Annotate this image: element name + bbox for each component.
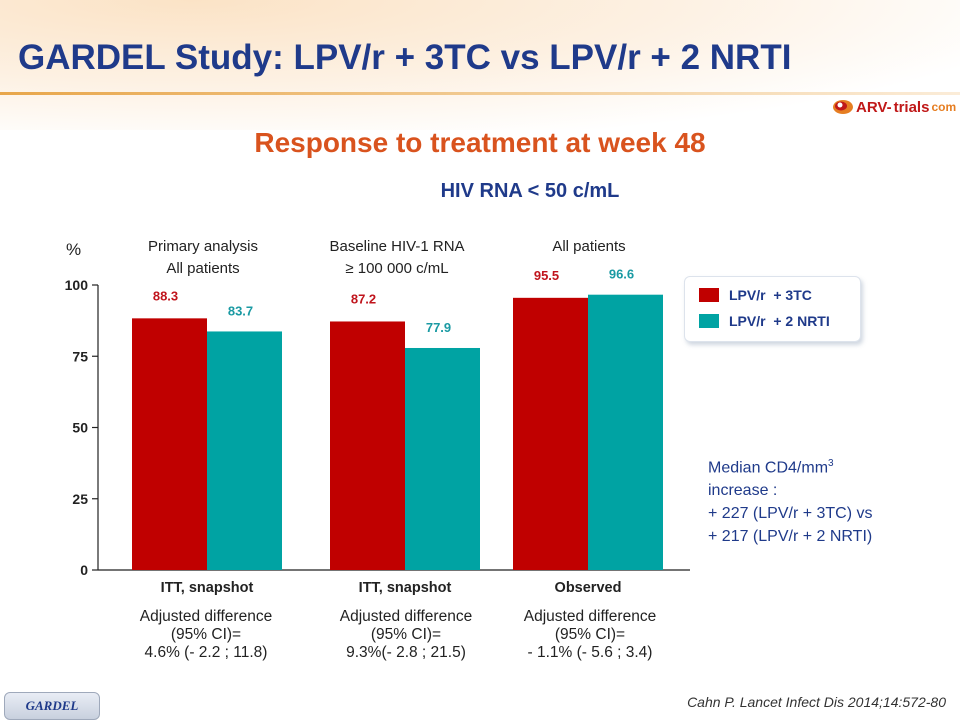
endpoint-label: HIV RNA < 50 c/mL bbox=[440, 180, 620, 202]
legend-label-3tc: LPV/r + 3TC bbox=[729, 287, 812, 303]
group-3-condition: All patients bbox=[494, 236, 684, 258]
y-tick-label: 50 bbox=[72, 420, 88, 436]
y-tick-label: 0 bbox=[80, 562, 88, 578]
x-category-label: ITT, snapshot bbox=[359, 580, 452, 596]
x-category-label: Observed bbox=[555, 580, 622, 596]
logo-swirl-icon bbox=[832, 98, 854, 116]
legend-label-2nrti: LPV/r + 2 NRTI bbox=[729, 313, 830, 329]
group-2-condition: Baseline HIV-1 RNA ≥ 100 000 c/mL bbox=[302, 236, 492, 280]
group-1-condition-line1: Primary analysis bbox=[147, 238, 259, 255]
data-label: 87.2 bbox=[351, 291, 376, 306]
group-3-adjusted-difference: Adjusted difference (95% CI)= - 1.1% (- … bbox=[490, 608, 690, 662]
y-tick-label: 75 bbox=[72, 348, 88, 364]
citation: Cahn P. Lancet Infect Dis 2014;14:572-80 bbox=[687, 694, 946, 710]
data-label: 96.6 bbox=[609, 267, 634, 282]
title-divider bbox=[0, 92, 960, 95]
header-background bbox=[0, 0, 960, 130]
slide-subtitle: Response to treatment at week 48 bbox=[254, 127, 706, 158]
group-2-adj-line1: Adjusted difference bbox=[339, 608, 473, 625]
y-tick-label: 100 bbox=[65, 277, 89, 293]
chart-legend: LPV/r + 3TC LPV/r + 2 NRTI bbox=[684, 276, 861, 342]
bar bbox=[513, 297, 588, 570]
gardel-badge: GARDEL bbox=[4, 692, 100, 720]
legend-swatch-2nrti bbox=[699, 314, 719, 328]
legend-swatch-3tc bbox=[699, 288, 719, 302]
cd4-line1-prefix: Median CD4/mm bbox=[708, 459, 829, 477]
bar bbox=[132, 318, 207, 570]
logo-text-arv: ARV- bbox=[856, 98, 892, 116]
group-1-adj-line3: 4.6% (- 2.2 ; 11.8) bbox=[144, 644, 268, 661]
legend-item-2nrti: LPV/r + 2 NRTI bbox=[699, 313, 830, 329]
group-2-adj-line2: (95% CI)= bbox=[370, 626, 442, 643]
y-axis-unit: % bbox=[66, 240, 82, 259]
logo-text-com: com bbox=[931, 100, 957, 114]
bar bbox=[405, 347, 480, 570]
group-3-adj-line1: Adjusted difference bbox=[523, 608, 657, 625]
group-2-adjusted-difference: Adjusted difference (95% CI)= 9.3%(- 2.8… bbox=[306, 608, 506, 662]
data-label: 95.5 bbox=[534, 268, 559, 283]
bar bbox=[207, 331, 282, 570]
arv-trials-logo: ARV-trials com bbox=[832, 96, 956, 118]
bar bbox=[330, 321, 405, 570]
group-2-adj-line3: 9.3%(- 2.8 ; 21.5) bbox=[346, 644, 466, 661]
data-label: 77.9 bbox=[426, 320, 451, 335]
cd4-note: Median CD4/mm3 increase : + 227 (LPV/r +… bbox=[708, 452, 948, 548]
group-1-condition-line2: All patients bbox=[166, 260, 240, 277]
legend-item-3tc: LPV/r + 3TC bbox=[699, 287, 812, 303]
group-3-adj-line2: (95% CI)= bbox=[554, 626, 626, 643]
group-3-condition-line1: All patients bbox=[552, 238, 626, 255]
group-1-adj-line1: Adjusted difference bbox=[139, 608, 273, 625]
cd4-line1: Median CD4/mm3 bbox=[708, 452, 948, 479]
cd4-line2: increase : bbox=[708, 482, 778, 500]
group-3-adj-line3: - 1.1% (- 5.6 ; 3.4) bbox=[527, 644, 653, 661]
cd4-line3: + 227 (LPV/r + 3TC) vs bbox=[708, 505, 873, 523]
logo-text-trials: trials bbox=[893, 98, 930, 116]
x-category-label: ITT, snapshot bbox=[161, 580, 254, 596]
cd4-line1-sup: 3 bbox=[828, 458, 834, 469]
group-2-condition-line1: Baseline HIV-1 RNA bbox=[329, 238, 465, 255]
data-label: 83.7 bbox=[228, 303, 253, 318]
data-label: 88.3 bbox=[153, 288, 178, 303]
group-1-condition: Primary analysis All patients bbox=[108, 236, 298, 280]
group-1-adj-line2: (95% CI)= bbox=[170, 626, 242, 643]
group-1-adjusted-difference: Adjusted difference (95% CI)= 4.6% (- 2.… bbox=[106, 608, 306, 662]
bar bbox=[588, 294, 663, 570]
group-2-condition-line2: ≥ 100 000 c/mL bbox=[345, 260, 449, 277]
y-tick-label: 25 bbox=[72, 491, 88, 507]
cd4-line4: + 217 (LPV/r + 2 NRTI) bbox=[708, 528, 873, 546]
page-title: GARDEL Study: LPV/r + 3TC vs LPV/r + 2 N… bbox=[18, 38, 792, 77]
